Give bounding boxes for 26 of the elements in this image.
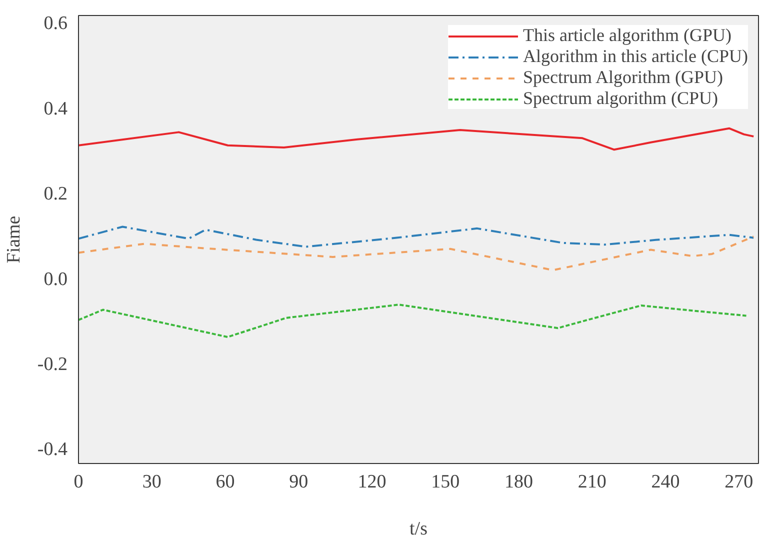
- line-series: [78, 236, 755, 272]
- x-tick-label: 60: [216, 472, 235, 492]
- x-tick-label: 120: [358, 472, 386, 492]
- x-tick-label: 30: [142, 472, 162, 492]
- x-tick-label: 90: [289, 472, 308, 492]
- y-axis-title: Fiame: [3, 216, 24, 264]
- line-series: [78, 304, 748, 338]
- line-series: [78, 226, 755, 248]
- legend-label: Spectrum algorithm (CPU): [523, 88, 718, 109]
- x-axis-title: t/s: [410, 518, 428, 540]
- y-tick-label: 0.6: [44, 13, 68, 34]
- x-tick-label: 270: [724, 472, 754, 492]
- y-tick-label: 0.2: [44, 184, 68, 205]
- y-tick-label: -0.4: [37, 439, 68, 460]
- line-series: [78, 127, 755, 151]
- y-tick-label: 0.0: [44, 268, 68, 290]
- x-tick-label: 150: [431, 472, 460, 492]
- x-tick-label: 0: [74, 472, 84, 492]
- x-tick-label: 240: [651, 472, 680, 492]
- x-tick-label: 180: [504, 472, 534, 492]
- legend-label: This article algorithm (GPU): [523, 25, 732, 46]
- y-tick-label: 0.4: [44, 98, 68, 120]
- legend-label: Spectrum Algorithm (GPU): [523, 67, 724, 88]
- x-tick-label: 210: [578, 472, 606, 492]
- y-tick-label: -0.2: [37, 354, 68, 375]
- legend-label: Algorithm in this article (CPU): [523, 46, 748, 67]
